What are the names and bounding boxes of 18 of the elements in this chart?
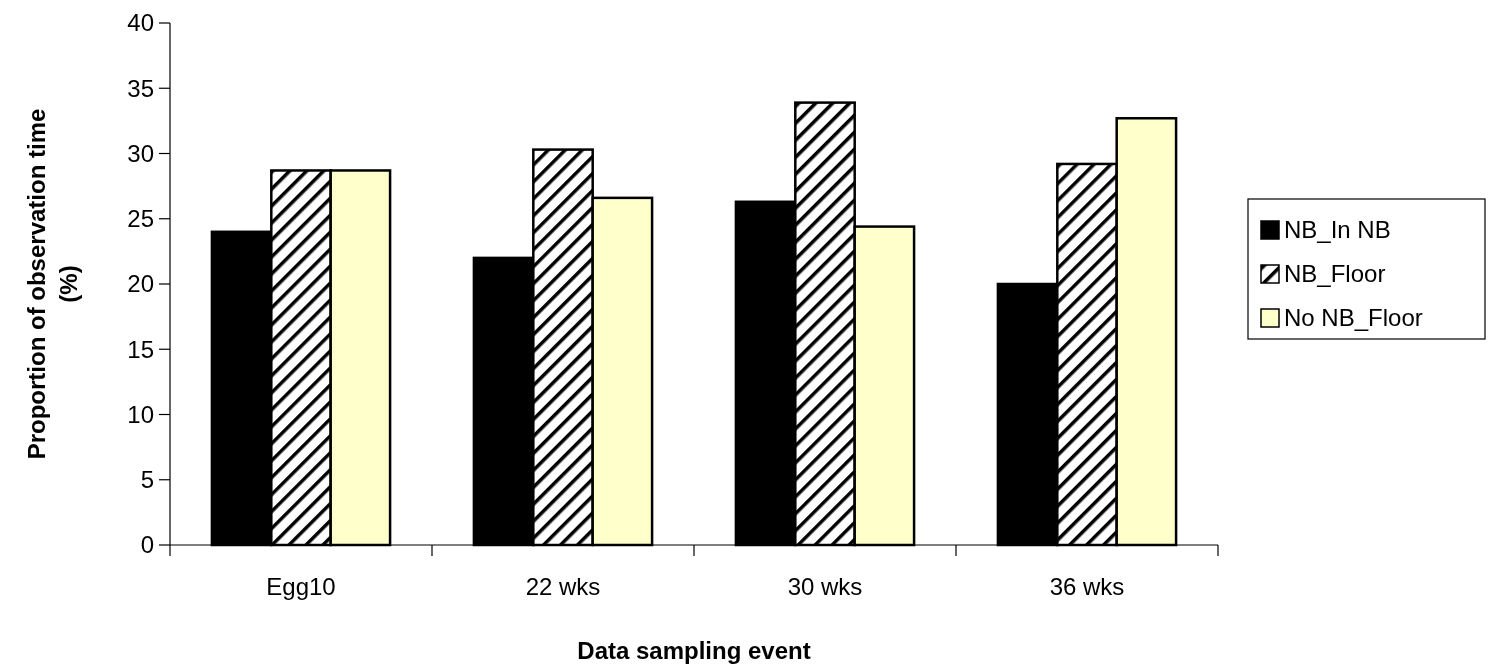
x-tick-label: Egg10: [266, 573, 336, 600]
x-tick-label: 22 wks: [525, 573, 601, 600]
y-tick-label: 30: [127, 139, 154, 167]
x-tick-label: 30 wks: [787, 573, 863, 600]
y-tick-label: 0: [140, 531, 154, 559]
y-tick-label: 35: [127, 74, 154, 102]
legend-label: NB_In NB: [1284, 216, 1391, 244]
x-tick-label: 36 wks: [1049, 573, 1125, 600]
y-tick-label: 5: [140, 466, 154, 494]
y-tick-label: 25: [127, 205, 154, 233]
x-axis-title: Data sampling event: [577, 637, 811, 664]
legend-label: No NB_Floor: [1284, 304, 1423, 332]
y-tick-label: 40: [127, 9, 154, 37]
y-tick-label: 10: [127, 400, 154, 428]
y-axis-title: Proportion of observation time (%): [23, 108, 82, 460]
y-tick-label: 15: [127, 335, 154, 363]
legend-label: NB_Floor: [1284, 260, 1386, 288]
y-tick-label: 20: [127, 270, 154, 298]
